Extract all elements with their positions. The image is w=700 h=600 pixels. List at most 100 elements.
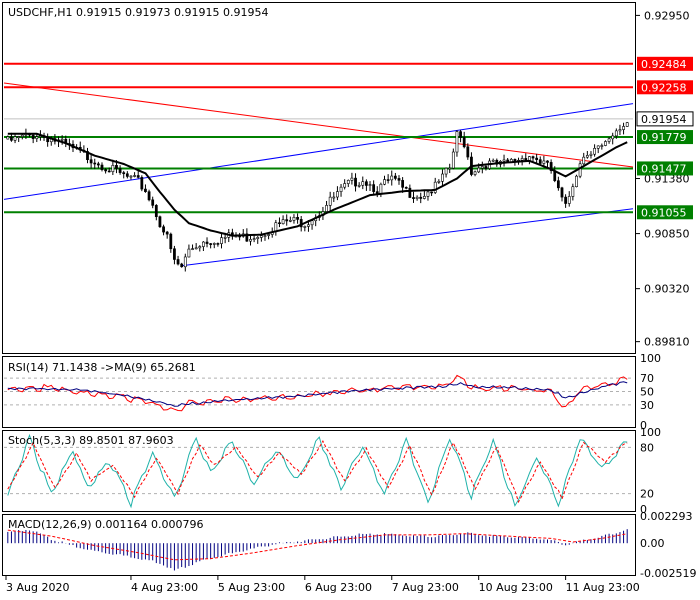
candle-body <box>386 179 390 181</box>
candle-body <box>401 180 405 188</box>
candle-body <box>415 196 419 199</box>
stoch-lines <box>7 433 628 509</box>
candle-body <box>328 196 332 206</box>
candle-body <box>169 233 173 250</box>
candle-body <box>520 158 524 161</box>
candle-body <box>173 248 176 260</box>
time-tick-label: 7 Aug 23:00 <box>392 581 459 594</box>
candle-body <box>437 180 441 183</box>
candle-body <box>585 155 589 158</box>
candle-body <box>325 205 328 212</box>
candle-body <box>147 191 151 201</box>
candle-body <box>115 165 118 169</box>
candle-body <box>165 231 169 235</box>
candle-body <box>379 183 383 195</box>
price-axis: 0.92950 0.91380 0.90850 0.90320 0.89810 <box>636 9 690 349</box>
time-tick-label: 11 Aug 23:00 <box>566 581 640 594</box>
macd-signal-line <box>7 529 628 561</box>
candle-body <box>202 241 205 247</box>
candle-body <box>614 130 618 137</box>
candle-body <box>194 247 198 250</box>
stoch-tick-label: 100 <box>640 426 661 439</box>
price-panel-frame[interactable] <box>2 2 636 354</box>
candle-body <box>303 226 307 228</box>
candle-body <box>578 163 582 177</box>
stoch-grid <box>4 446 633 495</box>
candle-body <box>354 177 357 187</box>
candle-body <box>473 171 477 175</box>
candle-body <box>393 175 397 179</box>
rsi-series-ma-9- <box>7 381 628 407</box>
rsi-tick-label: 30 <box>640 399 654 412</box>
macd-panel-frame[interactable] <box>2 514 636 576</box>
price-tick-label: 0.90850 <box>644 228 690 241</box>
candle-body <box>459 131 462 138</box>
candle-body <box>350 177 354 181</box>
candle-body <box>582 156 586 165</box>
macd-axis: 0.002293 0.00 -0.002519 <box>640 510 696 580</box>
level-tag-label-0.92258: 0.92258 <box>641 81 687 94</box>
candle-body <box>278 222 281 225</box>
level-tag-0.92258 <box>637 80 693 95</box>
stoch-tick-label: 0 <box>640 503 647 516</box>
price-tick-label: 0.89810 <box>644 336 690 349</box>
candle-body <box>140 177 144 190</box>
channel-lower-line <box>181 208 634 267</box>
candle-body <box>368 184 372 186</box>
candle-body <box>259 235 263 238</box>
candle-body <box>104 169 107 172</box>
candle-body <box>249 239 252 242</box>
time-tick-label: 10 Aug 23:00 <box>479 581 553 594</box>
candle-body <box>604 141 607 146</box>
price-candles <box>6 121 629 272</box>
candle-body <box>13 136 17 141</box>
candle-body <box>357 184 361 187</box>
candle-body <box>154 205 158 217</box>
candle-body <box>220 237 223 244</box>
candle-body <box>35 136 39 139</box>
price-trendlines <box>3 82 634 267</box>
candle-body <box>31 134 35 139</box>
candle-body <box>542 160 546 164</box>
macd-panel-title: MACD(12,26,9) 0.001164 0.000796 <box>8 518 204 531</box>
candle-body <box>596 145 600 149</box>
candle-body <box>444 167 448 175</box>
candle-body <box>618 129 622 132</box>
candle-body <box>281 219 285 224</box>
level-tag-0.91779 <box>637 130 693 145</box>
candle-body <box>176 259 180 265</box>
candle-body <box>491 159 495 162</box>
candle-body <box>111 165 115 172</box>
level-tag-0.91477 <box>637 161 693 176</box>
candle-body <box>448 167 452 170</box>
stoch-series-stoch-signal <box>7 440 628 504</box>
candle-body <box>451 151 455 169</box>
price-moving-average <box>7 132 628 237</box>
candle-body <box>245 233 249 242</box>
candle-body <box>372 184 376 192</box>
candle-body <box>10 136 13 141</box>
candle-body <box>212 243 216 245</box>
candle-body <box>571 186 575 197</box>
candle-body <box>531 156 535 159</box>
candle-body <box>263 235 267 237</box>
candle-body <box>408 187 412 198</box>
candle-body <box>593 148 596 155</box>
current-price-tag <box>636 111 694 127</box>
candle-body <box>288 220 292 222</box>
candle-body <box>538 159 542 164</box>
candle-body <box>339 186 343 192</box>
candle-body <box>267 234 270 236</box>
candle-body <box>162 226 165 233</box>
candle-body <box>89 159 93 164</box>
candle-body <box>307 224 310 227</box>
candle-body <box>6 136 10 140</box>
candle-body <box>600 145 604 147</box>
candle-body <box>136 175 140 178</box>
candle-body <box>455 131 459 153</box>
candle-body <box>96 163 100 166</box>
candle-body <box>419 196 423 199</box>
